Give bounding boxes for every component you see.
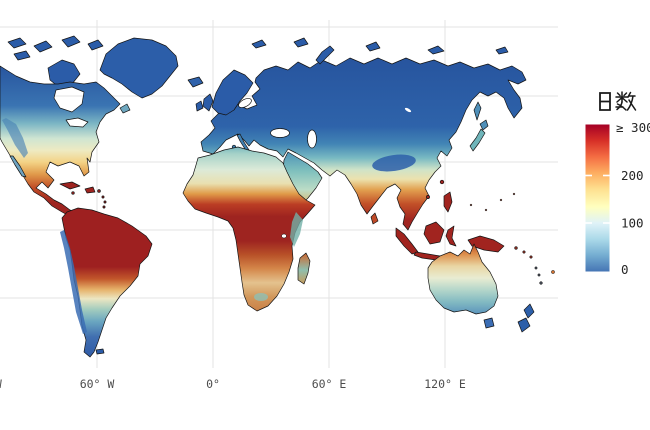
black-sea [270, 128, 290, 138]
island-falklands [95, 348, 105, 355]
region-ireland [195, 100, 204, 112]
rockies-overlay [2, 118, 28, 158]
legend-tick-label: ≥ 300 [616, 120, 650, 135]
legend-tick-label: 0 [621, 262, 629, 277]
island-sumatra [395, 227, 419, 255]
region-uk [202, 93, 214, 112]
x-axis-label: 0° [206, 377, 220, 391]
south-africa-highveld-overlay [254, 293, 268, 301]
region-new-zealand [523, 303, 535, 319]
southeast-asia-islands [395, 179, 505, 261]
x-axis-label: 60° W [80, 377, 115, 391]
arctic-islands [7, 35, 509, 89]
region-new-zealand-south [517, 317, 531, 333]
lake-victoria [281, 233, 287, 239]
continent-africa [182, 146, 316, 312]
x-axis-label: 120° E [424, 377, 466, 391]
island-newfoundland [119, 103, 131, 114]
continent-eurasia [200, 57, 527, 231]
island-hokkaido [479, 119, 489, 131]
pacific-islands [469, 192, 555, 285]
island-tasmania [483, 317, 495, 329]
continent-north-america [0, 65, 121, 218]
continent-australia [427, 243, 499, 315]
island-madagascar [297, 252, 311, 285]
legend: 日数 ≥ 300 200 100 0 [585, 91, 650, 277]
east-africa-highlands-overlay [290, 212, 303, 247]
island-sri-lanka [370, 212, 379, 225]
island-iceland [187, 76, 204, 88]
legend-tick-label: 100 [621, 216, 644, 231]
caspian-sea [307, 129, 317, 149]
tibet-plateau-overlay [372, 154, 416, 172]
legend-colorbar-ticks [585, 174, 610, 224]
island-japan [469, 128, 486, 152]
island-hainan [426, 195, 430, 199]
island-sakhalin [473, 101, 482, 121]
x-axis: 120° W 60° W 0° 60° E 120° E [0, 377, 466, 391]
legend-tick-label: 200 [621, 168, 644, 183]
lake-baikal [404, 107, 412, 113]
x-axis-label: 120° W [0, 377, 2, 391]
island-philippines [443, 191, 453, 213]
caribbean-islands [59, 181, 107, 209]
region-baja-california [9, 155, 27, 178]
world-map [0, 35, 555, 358]
legend-colorbar [585, 124, 610, 272]
region-scandinavia [211, 69, 254, 116]
island-borneo [423, 221, 445, 245]
legend-title-glyph [599, 91, 637, 111]
baltic-sea [238, 98, 252, 108]
andes-overlay [60, 230, 87, 334]
island-sulawesi [445, 225, 457, 247]
island-taiwan [439, 179, 445, 185]
region-greenland [99, 37, 179, 99]
x-axis-label: 60° E [312, 377, 347, 391]
